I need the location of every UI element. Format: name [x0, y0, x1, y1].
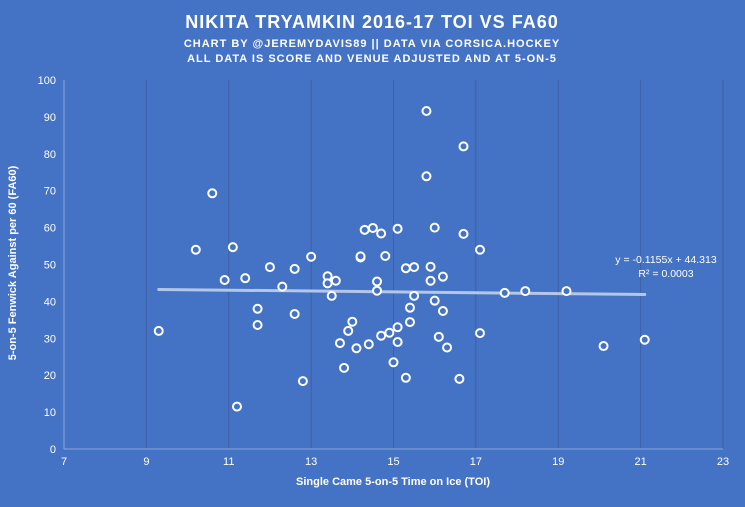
data-point-21 [343, 325, 354, 336]
data-point-17 [326, 290, 337, 301]
data-point-55 [454, 373, 465, 384]
data-point-42 [404, 317, 415, 328]
x-tick-label-9: 9 [143, 456, 149, 468]
data-point-38 [392, 336, 403, 347]
data-point-61 [520, 286, 531, 297]
data-point-25 [355, 251, 366, 262]
y-tick-label-60: 60 [44, 223, 56, 235]
data-point-4 [227, 242, 238, 253]
data-point-51 [433, 331, 444, 342]
y-tick-label-80: 80 [44, 149, 56, 161]
data-point-45 [421, 105, 432, 116]
x-tick-labels: 7 9 11 13 15 17 19 21 23 [61, 456, 729, 468]
y-tick-label-100: 100 [38, 75, 56, 87]
y-tick-label-20: 20 [44, 370, 56, 382]
data-point-23 [351, 343, 362, 354]
data-point-58 [474, 244, 485, 255]
data-point-56 [458, 141, 469, 152]
x-tick-label-13: 13 [305, 456, 317, 468]
x-tick-label-17: 17 [470, 456, 482, 468]
data-point-5 [231, 401, 242, 412]
x-axis-label: Single Came 5-on-5 Time on Ice (TOI) [296, 476, 490, 488]
data-point-47 [425, 261, 436, 272]
data-point-16 [322, 278, 333, 289]
data-point-22 [347, 316, 358, 327]
data-point-30 [372, 285, 383, 296]
data-point-46 [421, 171, 432, 182]
x-tick-label-23: 23 [717, 456, 729, 468]
y-tick-label-30: 30 [44, 333, 56, 345]
y-tick-label-10: 10 [44, 407, 56, 419]
data-point-1 [190, 244, 201, 255]
y-tick-labels: 0 10 20 30 40 50 60 70 80 90 100 [38, 75, 56, 456]
data-point-27 [363, 339, 374, 350]
data-point-60 [499, 287, 510, 298]
y-tick-label-70: 70 [44, 186, 56, 198]
data-point-63 [598, 341, 609, 352]
chart-subtitle-line-2: ALL DATA IS SCORE AND VENUE ADJUSTED AND… [187, 53, 557, 65]
y-axis-label: 5-on-5 Fenwick Against per 60 (FA60) [7, 165, 19, 360]
y-tick-label-90: 90 [44, 112, 56, 124]
data-point-28 [367, 222, 378, 233]
trendline-group [157, 287, 647, 296]
axes [63, 80, 723, 450]
data-point-50 [429, 295, 440, 306]
data-point-32 [376, 330, 387, 341]
data-point-52 [437, 271, 448, 282]
data-point-8 [252, 320, 263, 331]
vertical-gridlines [145, 80, 724, 449]
data-point-31 [376, 228, 387, 239]
data-point-34 [384, 327, 395, 338]
data-point-37 [392, 322, 403, 333]
x-tick-label-21: 21 [635, 456, 647, 468]
data-point-18 [330, 275, 341, 286]
data-point-3 [219, 274, 230, 285]
data-point-57 [458, 228, 469, 239]
trendline-r-squared: R² = 0.0003 [638, 268, 693, 280]
data-point-7 [252, 303, 263, 314]
y-tick-label-50: 50 [44, 260, 56, 272]
data-points [153, 105, 650, 412]
data-point-49 [429, 222, 440, 233]
y-tick-label-40: 40 [44, 296, 56, 308]
data-point-64 [639, 334, 650, 345]
chart-subtitle-line-1: CHART BY @JEREMYDAVIS89 || DATA VIA CORS… [184, 38, 560, 50]
data-point-39 [400, 372, 411, 383]
data-point-12 [289, 308, 300, 319]
data-point-6 [240, 273, 251, 284]
data-point-41 [404, 302, 415, 313]
data-point-33 [380, 251, 391, 262]
data-point-62 [561, 286, 572, 297]
y-tick-label-0: 0 [50, 444, 56, 456]
data-point-20 [339, 362, 350, 373]
data-point-48 [425, 275, 436, 286]
data-point-53 [437, 305, 448, 316]
x-tick-label-11: 11 [223, 456, 234, 468]
data-point-13 [297, 376, 308, 387]
chart-title: NIKITA TRYAMKIN 2016-17 TOI VS FA60 [185, 12, 558, 32]
data-point-9 [264, 262, 275, 273]
x-tick-label-7: 7 [61, 456, 67, 468]
data-point-11 [289, 263, 300, 274]
data-point-19 [334, 338, 345, 349]
x-tick-label-19: 19 [552, 456, 564, 468]
trendline-equation: y = -0.1155x + 44.313 [615, 254, 717, 266]
data-point-26 [359, 224, 370, 235]
data-point-40 [400, 263, 411, 274]
trendline [157, 287, 647, 296]
x-tick-label-15: 15 [387, 456, 399, 468]
data-point-14 [306, 251, 317, 262]
data-point-0 [153, 325, 164, 336]
data-point-35 [388, 357, 399, 368]
data-point-43 [409, 262, 420, 273]
data-point-36 [392, 223, 403, 234]
data-point-2 [207, 188, 218, 199]
data-point-29 [372, 276, 383, 287]
data-point-54 [442, 342, 453, 353]
data-point-10 [277, 281, 288, 292]
data-point-59 [474, 328, 485, 339]
data-point-44 [409, 290, 420, 301]
